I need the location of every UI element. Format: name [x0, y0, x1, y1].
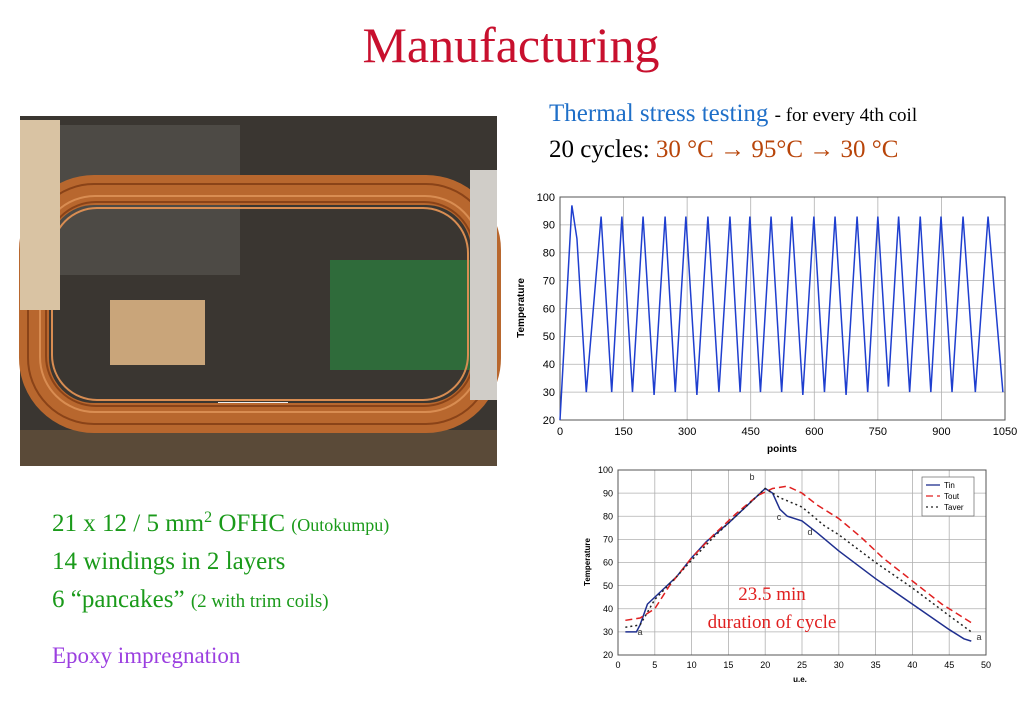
plot-frame [559, 196, 1006, 421]
annotation: a [637, 627, 642, 637]
y-axis-title: Temperature [516, 278, 527, 338]
y-tick-label: 90 [603, 488, 613, 498]
y-tick-label: 60 [603, 558, 613, 568]
data-line [625, 485, 972, 624]
data-line [625, 487, 972, 633]
spec-sup: 2 [204, 509, 212, 526]
spec-text: OFHC [212, 510, 285, 537]
thermal-note: - for every 4th coil [775, 105, 917, 126]
x-tick-label: 10 [687, 660, 697, 670]
annotation: b [749, 472, 754, 482]
y-tick-label: 20 [603, 650, 613, 660]
y-tick-label: 60 [543, 303, 555, 315]
spec-line-2: 14 windings in 2 layers [52, 548, 285, 575]
x-tick-label: 0 [557, 426, 563, 438]
y-tick-label: 20 [543, 415, 555, 427]
plot-frame [617, 469, 987, 656]
x-tick-label: 15 [723, 660, 733, 670]
y-axis-title: Temperature [583, 538, 592, 586]
x-tick-label: 5 [652, 660, 657, 670]
x-tick-label: 45 [944, 660, 954, 670]
cycles-label: 20 cycles: [549, 136, 650, 163]
coil-photo [19, 116, 501, 466]
y-tick-label: 40 [603, 604, 613, 614]
y-tick-label: 100 [598, 465, 613, 475]
x-tick-label: 450 [742, 426, 760, 438]
annotation: d [807, 527, 812, 537]
cycles-range: 30 °C → 95°C → 30 °C [656, 136, 899, 163]
x-tick-label: 150 [614, 426, 632, 438]
annotation: duration of cycle [708, 612, 837, 633]
x-tick-label: 35 [871, 660, 881, 670]
x-tick-label: 1050 [993, 426, 1017, 438]
spec-line-1: 21 x 12 / 5 mm2 OFHC (Outokumpu) [52, 509, 389, 537]
x-tick-label: 0 [615, 660, 620, 670]
y-tick-label: 50 [543, 331, 555, 343]
spec-text: 6 “pancakes” [52, 586, 185, 613]
legend-label: Tin [944, 481, 955, 490]
legend-label: Tout [944, 492, 960, 501]
y-tick-label: 70 [603, 535, 613, 545]
y-tick-label: 80 [543, 248, 555, 260]
y-tick-label: 100 [537, 192, 555, 204]
x-axis-title: u.e. [793, 675, 807, 684]
thermal-heading: Thermal stress testing [549, 100, 769, 127]
y-tick-label: 70 [543, 275, 555, 287]
epoxy: Epoxy impregnation [52, 643, 241, 668]
y-tick-label: 40 [543, 359, 555, 371]
annotation: a [976, 632, 981, 642]
spec-line-3: 6 “pancakes” (2 with trim coils) [52, 586, 329, 613]
annotation: c [777, 512, 782, 522]
legend-label: Taver [944, 503, 964, 512]
slide-title: Manufacturing [362, 17, 659, 73]
spec-note: (2 with trim coils) [191, 591, 329, 612]
x-axis-title: points [767, 444, 797, 455]
spec-note: (Outokumpu) [291, 515, 389, 536]
x-tick-label: 50 [981, 660, 991, 670]
y-tick-label: 80 [603, 511, 613, 521]
x-tick-label: 30 [834, 660, 844, 670]
y-tick-label: 50 [603, 581, 613, 591]
x-tick-label: 300 [678, 426, 696, 438]
x-tick-label: 900 [932, 426, 950, 438]
thermal-heading-line: Thermal stress testing - for every 4th c… [549, 100, 917, 127]
x-tick-label: 750 [869, 426, 887, 438]
spec-text: 21 x 12 / 5 mm [52, 510, 205, 537]
data-line [559, 205, 1004, 421]
x-tick-label: 25 [797, 660, 807, 670]
y-tick-label: 30 [603, 627, 613, 637]
annotation: 23.5 min [738, 584, 806, 605]
x-tick-label: 600 [805, 426, 823, 438]
cycles-line: 20 cycles: 30 °C → 95°C → 30 °C [549, 136, 898, 163]
y-tick-label: 30 [543, 387, 555, 399]
y-tick-label: 90 [543, 220, 555, 232]
x-tick-label: 20 [760, 660, 770, 670]
x-tick-label: 40 [907, 660, 917, 670]
